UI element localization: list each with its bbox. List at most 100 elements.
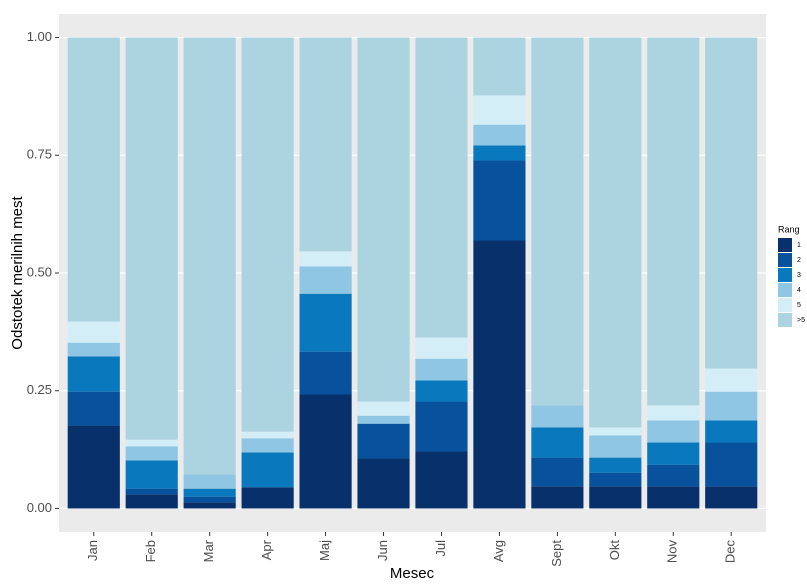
- bar-segment: [589, 472, 642, 487]
- y-tick-label: 0.00: [27, 500, 52, 515]
- bar-segment: [241, 431, 294, 439]
- bar-segment: [531, 486, 584, 509]
- legend-label: 5: [797, 302, 801, 309]
- bar-segment: [357, 458, 410, 509]
- bar-segment: [647, 464, 700, 487]
- bar-segment: [183, 496, 236, 503]
- bar-segment: [473, 145, 526, 161]
- bar-segment: [473, 240, 526, 509]
- bar-segment: [415, 451, 468, 509]
- legend-title: Rang: [778, 224, 800, 234]
- bar-segment: [647, 37, 700, 406]
- bar-segment: [183, 502, 236, 509]
- bar-segment: [299, 293, 352, 352]
- bar-segment: [473, 124, 526, 146]
- bar-segment: [299, 351, 352, 395]
- bar-segment: [589, 486, 642, 509]
- bar-segment: [531, 405, 584, 428]
- bar-segment: [647, 442, 700, 465]
- legend-label: 2: [797, 257, 801, 264]
- x-tick-label: Jun: [375, 540, 390, 561]
- bar-segment: [415, 380, 468, 402]
- bar-segment: [415, 401, 468, 452]
- legend-label: >5: [797, 317, 805, 324]
- bar-segment: [67, 391, 120, 426]
- y-axis-title: Odstotek merilnih mest: [9, 195, 26, 349]
- bar-segment: [705, 486, 758, 509]
- x-tick-label: Maj: [317, 540, 332, 561]
- bar-segment: [241, 37, 294, 432]
- x-axis-title: Mesec: [390, 565, 435, 581]
- bar-segment: [589, 435, 642, 458]
- bar-segment: [415, 358, 468, 381]
- x-tick-label: Jul: [433, 540, 448, 557]
- x-tick-label: Feb: [143, 540, 158, 562]
- y-tick-label: 1.00: [27, 29, 52, 44]
- x-tick-label: Nov: [665, 540, 680, 564]
- bar-segment: [299, 37, 352, 252]
- bar-segment: [531, 37, 584, 406]
- legend-key: [778, 253, 792, 267]
- bar-segment: [705, 368, 758, 392]
- legend-key: [778, 268, 792, 282]
- bar-segment: [473, 37, 526, 96]
- legend-label: 4: [797, 287, 801, 294]
- bar-segment: [125, 37, 178, 440]
- bar-segment: [705, 37, 758, 369]
- x-tick-label: Mar: [201, 539, 216, 562]
- bar-segment: [357, 37, 410, 402]
- bar-segment: [647, 405, 700, 421]
- bar-segment: [299, 394, 352, 509]
- bar-segment: [357, 401, 410, 416]
- bar-segment: [589, 427, 642, 436]
- bar-segment: [183, 488, 236, 497]
- bar-segment: [531, 457, 584, 487]
- legend-key: [778, 283, 792, 297]
- bar-segment: [67, 37, 120, 322]
- bar-segment: [67, 342, 120, 357]
- bar-segment: [415, 37, 468, 338]
- bar-segment: [357, 423, 410, 459]
- bar-segment: [705, 420, 758, 443]
- bar-segment: [67, 425, 120, 509]
- bar-segment: [589, 37, 642, 428]
- x-tick-label: Dec: [723, 540, 738, 564]
- bar-segment: [183, 474, 236, 489]
- bar-segment: [241, 487, 294, 509]
- bar-segment: [473, 95, 526, 125]
- bar-segment: [705, 391, 758, 421]
- bar-segment: [125, 446, 178, 461]
- bar-segment: [357, 415, 410, 424]
- x-tick-label: Jan: [85, 540, 100, 561]
- bar-segment: [67, 321, 120, 343]
- bar-segment: [183, 37, 236, 475]
- bar-segment: [241, 438, 294, 453]
- bar-segment: [705, 442, 758, 487]
- bar-segment: [415, 337, 468, 359]
- x-tick-label: Sept: [549, 540, 564, 567]
- bar-segment: [125, 494, 178, 509]
- legend-key: [778, 238, 792, 252]
- bar-segment: [531, 427, 584, 458]
- bar-segment: [241, 452, 294, 488]
- legend-key: [778, 313, 792, 327]
- bar-segment: [299, 251, 352, 267]
- x-tick-label: Avg: [491, 540, 506, 562]
- x-tick-label: Okt: [607, 540, 622, 561]
- bar-segment: [125, 439, 178, 447]
- y-tick-label: 0.25: [27, 382, 52, 397]
- x-tick-label: Apr: [259, 539, 274, 560]
- bar-segment: [125, 488, 178, 495]
- bar-segment: [647, 420, 700, 443]
- y-tick-label: 0.75: [27, 147, 52, 162]
- bar-segment: [67, 356, 120, 392]
- y-tick-label: 0.50: [27, 264, 52, 279]
- legend-key: [778, 298, 792, 312]
- bar-segment: [299, 266, 352, 294]
- legend-label: 1: [797, 242, 801, 249]
- legend-label: 3: [797, 272, 801, 279]
- bar-segment: [589, 457, 642, 473]
- bar-segment: [125, 460, 178, 489]
- bar-segment: [473, 160, 526, 241]
